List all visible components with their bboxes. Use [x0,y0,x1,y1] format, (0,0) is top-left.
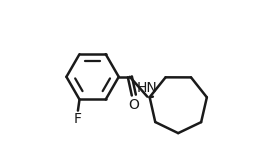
Text: F: F [74,112,82,126]
Text: HN: HN [137,81,158,95]
Text: O: O [129,98,139,112]
